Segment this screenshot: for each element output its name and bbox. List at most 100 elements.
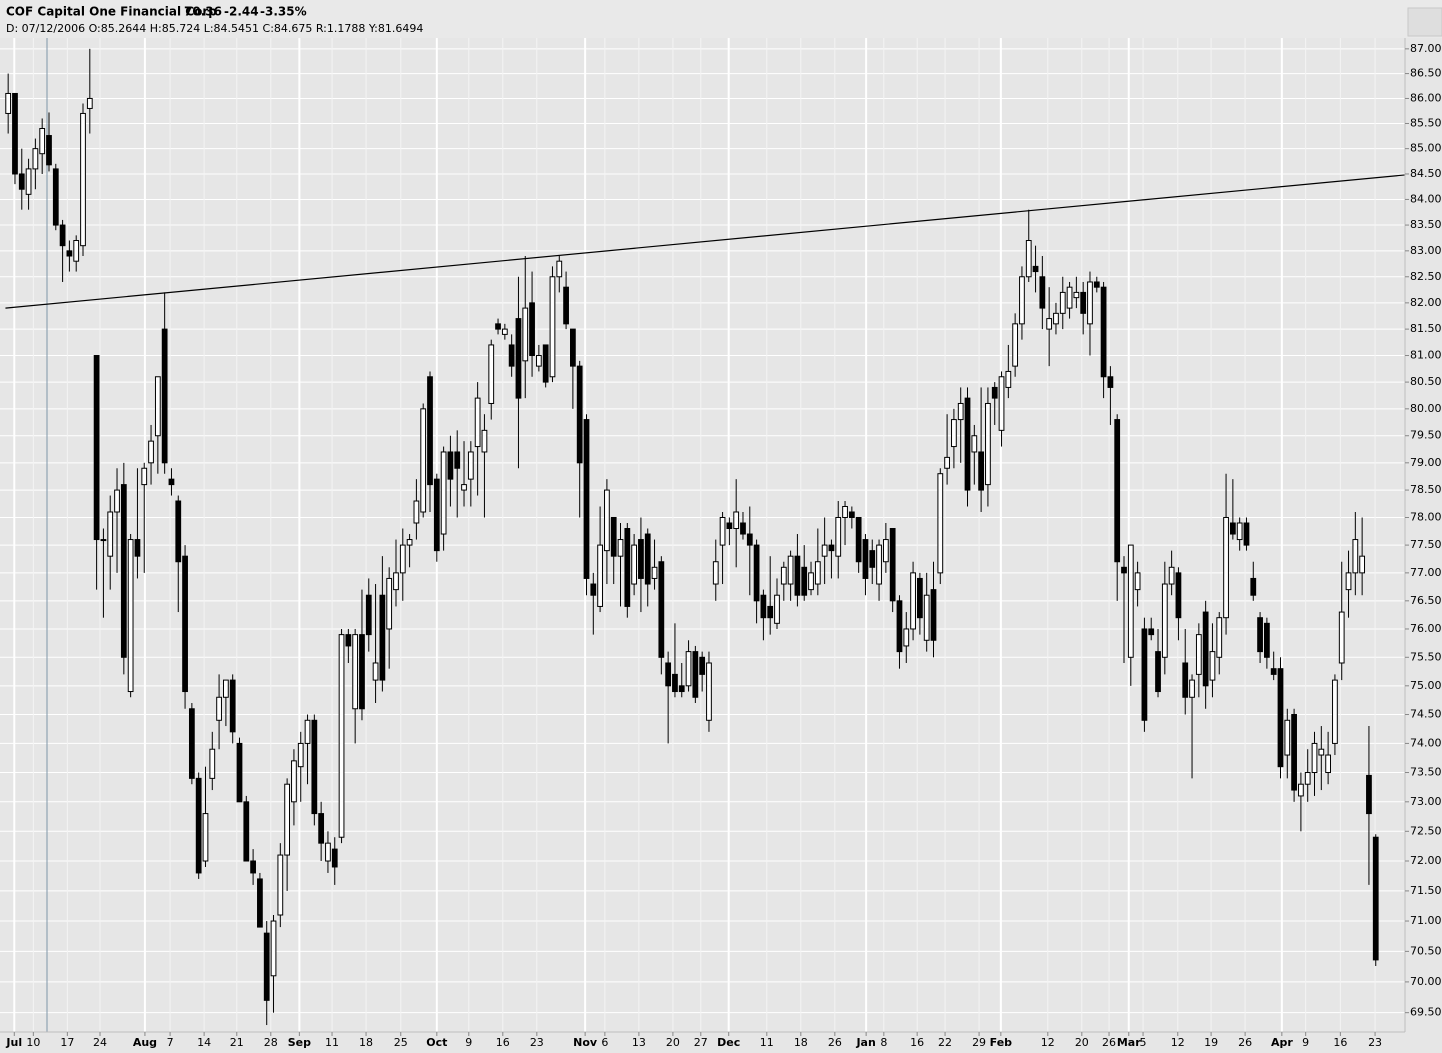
candle-body [617,539,624,557]
candle-body [644,533,651,585]
candle-body [1338,611,1345,664]
candle-body [1243,522,1250,546]
candle-body [685,651,692,687]
candle-body [495,323,501,330]
candle-body [1311,742,1318,774]
candle-body [454,451,461,469]
candle-body [100,539,107,542]
candle-body [760,594,767,619]
x-tick-label: 10 [26,1036,40,1049]
candle-body [1155,651,1161,693]
candle-body [257,878,263,928]
y-tick-label: 84.50 [1410,167,1442,180]
candle-body [1291,714,1297,791]
x-tick-label: 19 [1204,1036,1218,1049]
x-tick-label: 26 [1102,1036,1116,1049]
candle-body [1025,240,1032,278]
candle-body [556,260,563,278]
y-tick-label: 77.00 [1410,566,1442,579]
candle-body [182,555,188,693]
y-tick-label: 84.00 [1410,192,1442,205]
candle-body [549,276,556,378]
candle-body [1087,281,1093,325]
x-tick-label: 24 [93,1036,107,1049]
candle-body [1304,772,1311,785]
candle-body [964,397,971,491]
x-tick-label: 18 [359,1036,373,1049]
x-tick-label: Sep [288,1036,311,1049]
y-tick-label: 75.50 [1410,650,1442,663]
candle-body [5,92,12,114]
candle-body [699,656,706,675]
x-tick-label: Jul [5,1036,22,1049]
y-tick-label: 87.00 [1410,42,1442,55]
y-tick-label: 81.00 [1410,349,1442,362]
candle-body [665,662,672,687]
candle-body [658,561,665,658]
y-tick-label: 83.00 [1410,244,1442,257]
candle-body [542,344,549,383]
candle-body [1345,572,1352,591]
candle-body [869,550,876,568]
x-tick-label: Apr [1271,1036,1293,1049]
candle-body [86,97,93,109]
candle-body [501,328,508,335]
candle-body [563,286,569,325]
y-tick-label: 86.50 [1410,67,1442,80]
candle-body [73,240,80,262]
x-tick-label: 20 [666,1036,680,1049]
candle-body [148,440,154,464]
x-tick-label: 9 [465,1036,472,1049]
candle-body [1066,286,1073,309]
candle-body [209,748,216,779]
candle-body [733,511,740,530]
x-tick-label: 27 [694,1036,708,1049]
candle-body [882,539,889,563]
candle-body [461,484,467,491]
candle-body [1005,370,1012,388]
y-tick-label: 74.50 [1410,708,1442,721]
x-tick-label: 11 [760,1036,774,1049]
price-change: -2.44 [224,5,259,19]
candle-body [889,528,896,602]
candle-body [910,572,916,630]
candle-body [1073,291,1080,299]
candle-body [1134,572,1141,591]
candle-body [229,679,236,733]
candle-body [46,135,52,166]
x-tick-label: 17 [60,1036,74,1049]
candle-body [998,376,1005,431]
y-tick-label: 71.00 [1410,914,1442,927]
x-tick-label: 18 [794,1036,808,1049]
candle-body [821,544,828,557]
x-tick-label: 8 [880,1036,887,1049]
candle-body [624,528,631,607]
candle-body [440,451,447,535]
candle-body [1019,276,1025,325]
candle-body [32,148,39,170]
candle-body [481,429,488,453]
x-tick-label: Aug [133,1036,157,1049]
y-tick-label: 83.50 [1410,218,1442,231]
candle-body [1039,276,1046,309]
candle-body [1250,577,1257,596]
candle-body [672,673,678,693]
candle-body [447,451,454,480]
candle-body [1332,679,1338,744]
candle-body [774,594,780,624]
candle-body [787,555,794,585]
x-tick-label: Feb [990,1036,1013,1049]
candle-body [107,511,114,557]
candle-body [590,583,597,596]
x-tick-label: 28 [264,1036,278,1049]
candle-body [1148,628,1155,636]
candle-body [1257,617,1263,653]
candle-body [978,451,985,491]
candle-body [1080,291,1087,314]
candle-body [188,708,195,779]
candle-body [1100,286,1107,378]
candle-body [263,932,270,1001]
x-tick-label: 21 [230,1036,244,1049]
candle-body [386,577,393,630]
candle-body [576,365,583,464]
